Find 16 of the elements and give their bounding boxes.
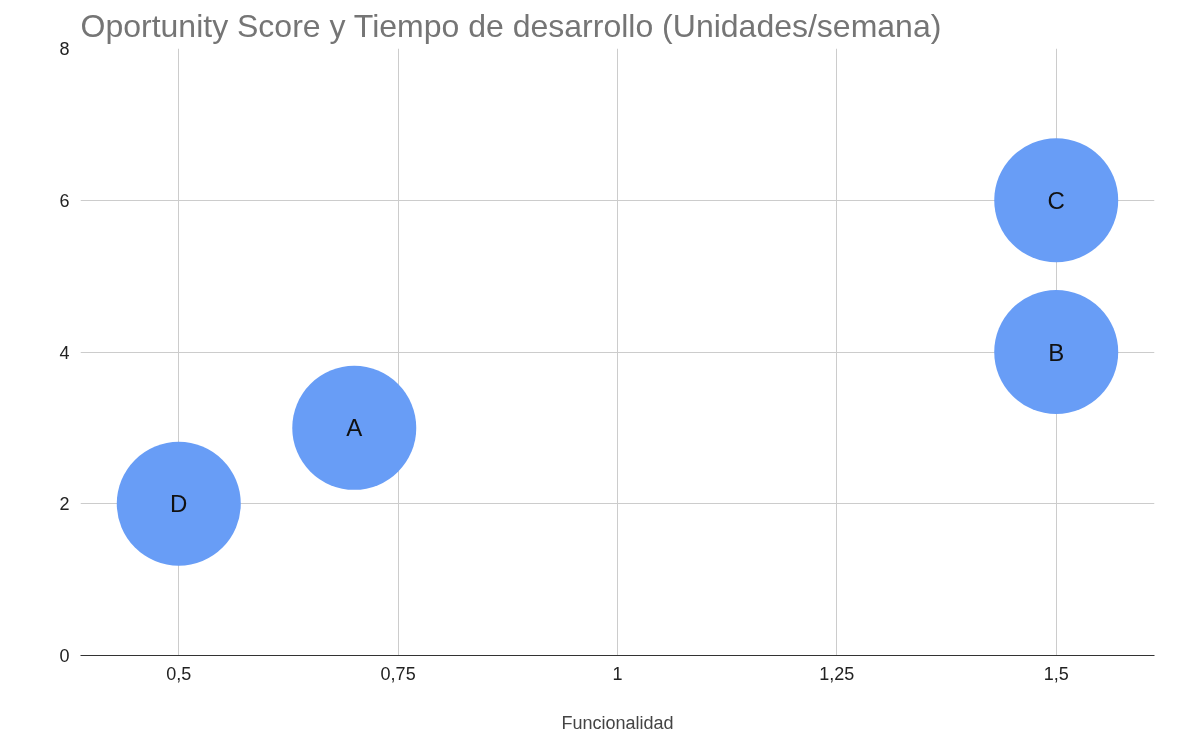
x-tick-label: 1,25 (819, 663, 855, 684)
x-axis-title: Funcionalidad (561, 712, 674, 733)
x-tick-label: 0,5 (166, 663, 192, 684)
annotation: D (170, 490, 188, 518)
y-tick-label: 8 (59, 39, 70, 59)
y-tick-label: 6 (59, 190, 70, 211)
x-tick-label: 1 (612, 663, 623, 684)
annotation: A (346, 414, 363, 442)
y-tick-label: 0 (59, 646, 70, 666)
chart-title: Oportunity Score y Tiempo de desarrollo (Unidades/semana) (80, 7, 942, 44)
x-tick-label: 0,75 (380, 663, 416, 684)
annotation: B (1048, 338, 1065, 366)
x-tick-label: 1,5 (1043, 663, 1069, 684)
y-tick-label: 2 (59, 494, 70, 515)
annotation: C (1047, 186, 1065, 214)
y-tick-label: 4 (59, 342, 70, 363)
